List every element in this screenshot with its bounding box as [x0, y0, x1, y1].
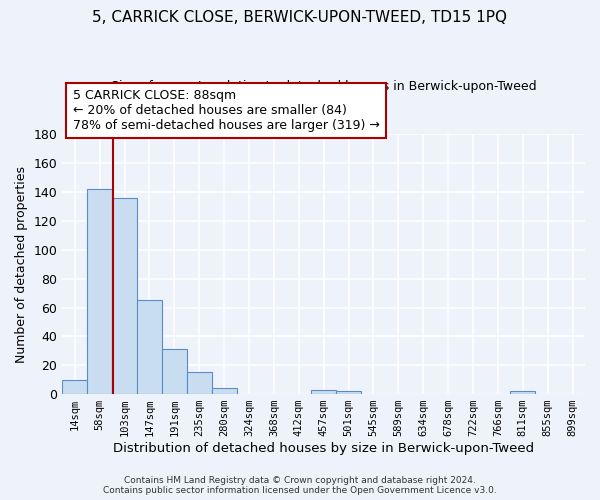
Title: Size of property relative to detached houses in Berwick-upon-Tweed: Size of property relative to detached ho… — [111, 80, 536, 93]
Bar — [336, 391, 361, 394]
Bar — [87, 190, 112, 394]
Bar — [511, 391, 535, 394]
Bar — [187, 372, 212, 394]
Bar — [112, 198, 137, 394]
Bar — [212, 388, 236, 394]
Text: Contains HM Land Registry data © Crown copyright and database right 2024.
Contai: Contains HM Land Registry data © Crown c… — [103, 476, 497, 495]
Bar — [162, 350, 187, 394]
Y-axis label: Number of detached properties: Number of detached properties — [15, 166, 28, 363]
Text: 5, CARRICK CLOSE, BERWICK-UPON-TWEED, TD15 1PQ: 5, CARRICK CLOSE, BERWICK-UPON-TWEED, TD… — [92, 10, 508, 25]
Bar — [137, 300, 162, 394]
Bar — [62, 380, 87, 394]
Text: 5 CARRICK CLOSE: 88sqm
← 20% of detached houses are smaller (84)
78% of semi-det: 5 CARRICK CLOSE: 88sqm ← 20% of detached… — [73, 89, 380, 132]
X-axis label: Distribution of detached houses by size in Berwick-upon-Tweed: Distribution of detached houses by size … — [113, 442, 534, 455]
Bar — [311, 390, 336, 394]
